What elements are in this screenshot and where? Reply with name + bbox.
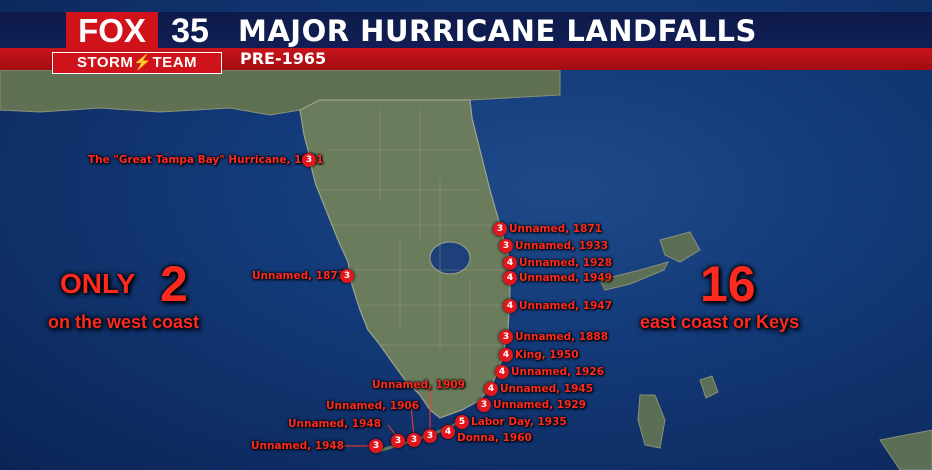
header-subtitle-bar [0, 48, 932, 70]
landfall-label: Unnamed, 1926 [511, 366, 605, 378]
landfall-label: Unnamed, 1873 [252, 270, 346, 282]
landfall-label: Labor Day, 1935 [471, 416, 567, 428]
cuba-edge [879, 429, 932, 470]
lake-okeechobee [429, 241, 471, 275]
logo-channel-number: 35 [171, 12, 209, 50]
landfall-label: Unnamed, 1947 [519, 300, 613, 312]
landfall-label: The "Great Tampa Bay" Hurricane, 1921 [88, 154, 324, 166]
hurricane-marker-icon: 3 [391, 434, 405, 448]
hurricane-marker-icon: 4 [503, 256, 517, 270]
landfall-label: Unnamed, 1949 [519, 272, 613, 284]
bahamas-abaco [659, 231, 701, 263]
hurricane-marker-icon: 5 [455, 415, 469, 429]
landfall-label: Unnamed, 1933 [515, 240, 609, 252]
landfall-label: Unnamed, 1948 [251, 440, 345, 452]
hurricane-marker-icon: 3 [423, 429, 437, 443]
hurricane-marker-icon: 3 [499, 239, 513, 253]
hurricane-marker-icon: 3 [493, 222, 507, 236]
county-lines [318, 110, 508, 380]
logo-storm-team: STORM⚡TEAM [52, 52, 222, 74]
page-subtitle: PRE-1965 [240, 49, 327, 68]
bahamas-grand [599, 261, 669, 291]
landfall-label: Unnamed, 1948 [288, 418, 382, 430]
hurricane-marker-icon: 3 [340, 269, 354, 283]
logo-fox-text: FOX [66, 12, 158, 50]
landfall-label: King, 1950 [515, 349, 579, 361]
landfall-label: Unnamed, 1909 [372, 379, 466, 391]
hurricane-marker-icon: 3 [499, 330, 513, 344]
fox35-logo: FOX 35 STORM⚡TEAM [50, 8, 222, 74]
page-title: MAJOR HURRICANE LANDFALLS [238, 14, 757, 48]
landfall-label: Unnamed, 1906 [326, 400, 420, 412]
hurricane-marker-icon: 4 [495, 365, 509, 379]
florida-land [299, 99, 511, 419]
bahamas-small [699, 375, 719, 399]
hurricane-marker-icon: 4 [499, 348, 513, 362]
hurricane-marker-icon: 4 [503, 299, 517, 313]
landfall-label: Unnamed, 1945 [500, 383, 594, 395]
west-summary-prefix: ONLY [60, 268, 136, 299]
east-summary-count: 16 [700, 256, 756, 312]
landfall-label: Unnamed, 1929 [493, 399, 587, 411]
west-summary-caption: on the west coast [48, 312, 200, 332]
landfall-label: Unnamed, 1888 [515, 331, 609, 343]
hurricane-marker-icon: 4 [484, 382, 498, 396]
landfall-label: Unnamed, 1928 [519, 257, 613, 269]
hurricane-marker-icon: 3 [302, 153, 316, 167]
west-summary-count: 2 [160, 256, 188, 312]
hurricane-marker-icon: 3 [477, 398, 491, 412]
bahamas-andros [637, 394, 666, 449]
hurricane-marker-icon: 4 [503, 271, 517, 285]
east-summary-caption: east coast or Keys [640, 312, 800, 332]
hurricane-marker-icon: 3 [369, 439, 383, 453]
landfall-label: Donna, 1960 [457, 432, 532, 444]
hurricane-marker-icon: 4 [441, 425, 455, 439]
north-land [0, 69, 561, 116]
landfall-label: Unnamed, 1871 [509, 223, 603, 235]
hurricane-marker-icon: 3 [407, 433, 421, 447]
